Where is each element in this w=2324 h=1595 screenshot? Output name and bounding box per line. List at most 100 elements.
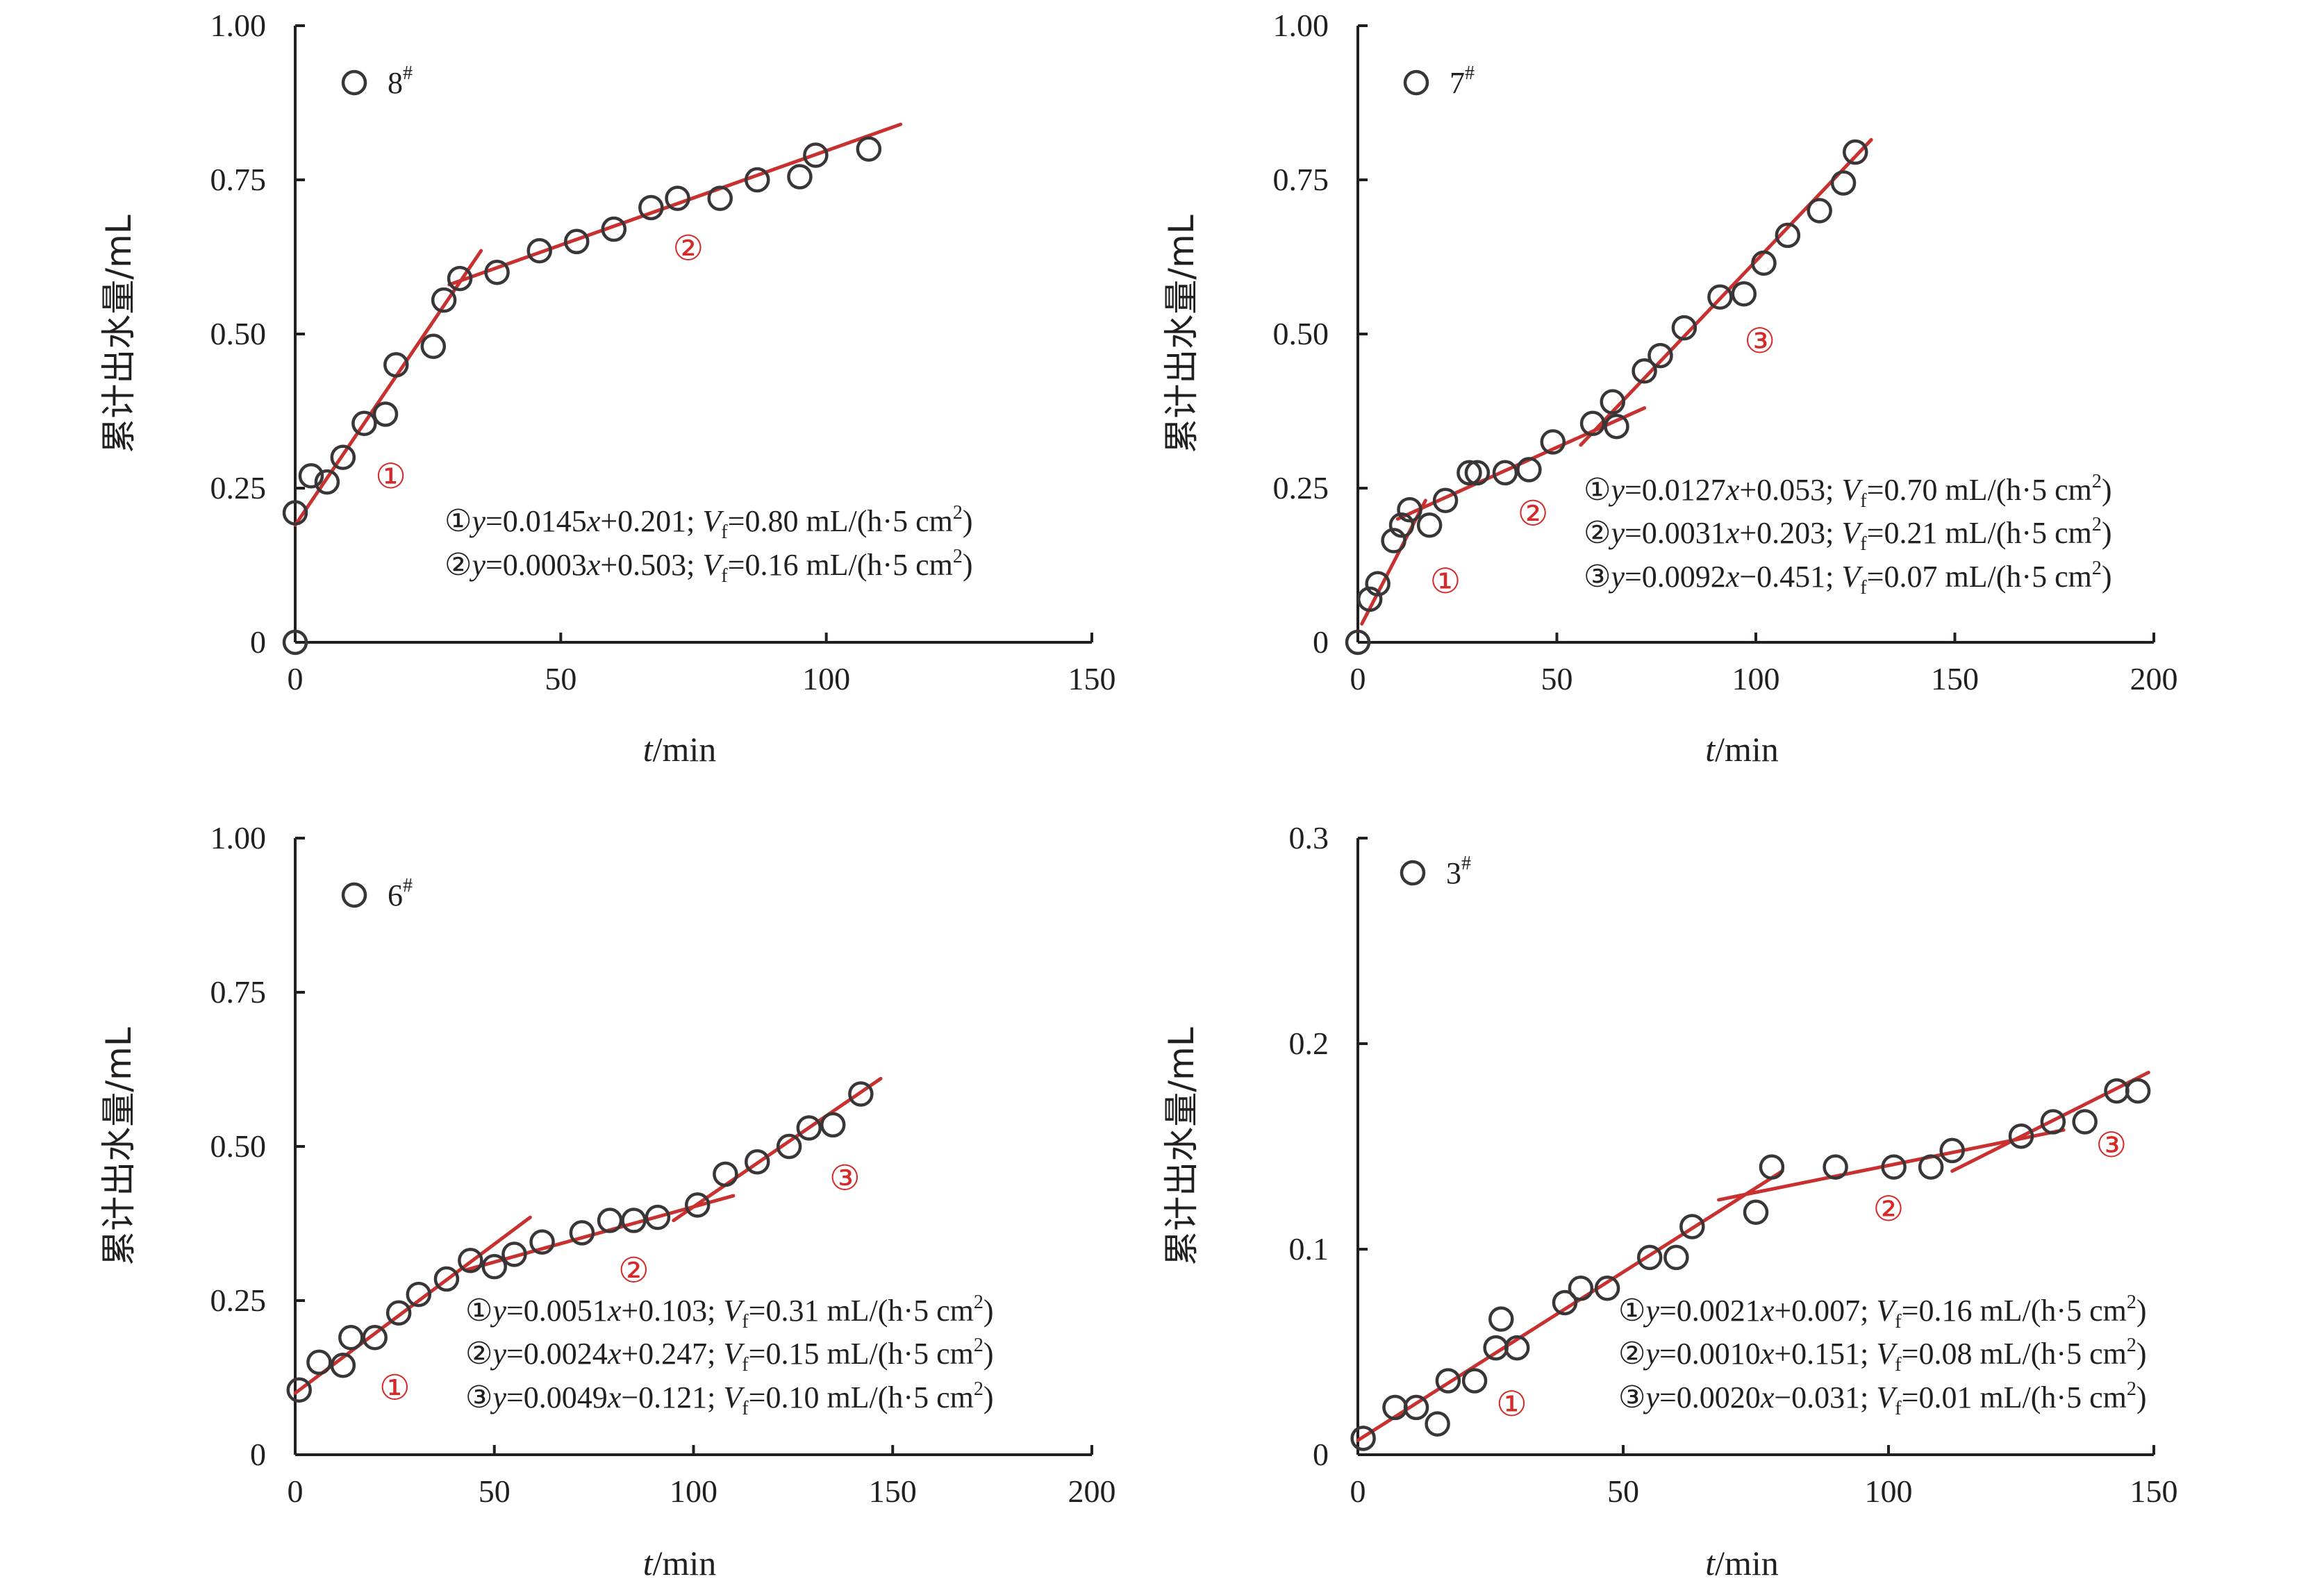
eq-vf-subscript: f: [742, 1354, 749, 1376]
eq-intercept: −0.451: [1739, 560, 1825, 594]
eq-vf-unit-sup: 2: [2092, 514, 2102, 535]
data-point: [282, 629, 308, 655]
data-point: [665, 185, 690, 211]
eq-vf-value: =0.70: [1867, 473, 1945, 507]
y-tick-label: 0.50: [210, 1128, 267, 1164]
eq-vf-unit: mL/(h·5 cm: [827, 1294, 973, 1328]
eq-vf-unit: mL/(h·5 cm: [1945, 560, 2091, 594]
x-tick-label: 150: [1931, 661, 1979, 696]
data-point: [383, 352, 409, 378]
x-tick-label: 50: [1541, 661, 1573, 696]
eq-vf-subscript: f: [742, 1398, 749, 1419]
fit-equation-number: ②: [445, 548, 472, 582]
y-tick-label: 0.25: [210, 1283, 267, 1318]
data-point: [796, 1115, 822, 1141]
eq-sep: ;: [707, 1380, 723, 1414]
y-tick-label: 0: [250, 624, 266, 660]
data-point: [420, 333, 447, 360]
eq-vf-subscript: f: [1895, 1311, 1902, 1333]
fit-equation: ②y=0.0024x+0.247; Vf=0.15 mL/(h·5 cm2): [465, 1335, 994, 1376]
chart-panel-3: 0 50 100 15000.10.20.3t/min累计出水量/mL①②③3#①y=…: [1161, 820, 2178, 1583]
eq-slope: =0.0031: [1625, 516, 1726, 550]
legend-marker: [341, 69, 367, 96]
eq-vf-symbol: V: [702, 504, 724, 538]
eq-sep: ;: [707, 1337, 723, 1371]
eq-vf-unit-close: ): [2102, 516, 2112, 550]
eq-x: x: [607, 1294, 622, 1328]
eq-vf-symbol: V: [1841, 516, 1864, 550]
data-point: [282, 500, 308, 526]
data-point: [306, 1349, 332, 1376]
data-point: [1759, 1154, 1785, 1180]
x-tick-label: 100: [670, 1473, 717, 1509]
y-axis-title: 累计出水量/mL: [99, 1027, 139, 1266]
eq-vf-unit-sup: 2: [953, 546, 963, 567]
eq-vf-symbol: V: [1841, 560, 1864, 594]
legend-marker: [1403, 69, 1429, 96]
data-point: [1671, 315, 1698, 341]
fit-equation-number: ③: [465, 1380, 492, 1414]
eq-x: x: [607, 1380, 622, 1414]
fit-equation-number: ①: [1618, 1294, 1645, 1328]
data-point: [1743, 1199, 1769, 1225]
data-point: [707, 185, 733, 211]
data-point: [1435, 1368, 1461, 1394]
data-point: [1488, 1306, 1514, 1332]
legend-label-number: 3: [1446, 856, 1461, 890]
y-tick-label: 1.00: [1273, 8, 1329, 43]
data-point: [856, 136, 882, 162]
data-point: [569, 1220, 595, 1246]
x-axis-title-var: t: [643, 1544, 654, 1583]
data-point: [447, 265, 473, 292]
eq-vf-unit-sup: 2: [974, 1335, 983, 1356]
data-point: [1751, 250, 1777, 276]
x-tick-label: 150: [2130, 1473, 2178, 1509]
data-point: [2072, 1109, 2098, 1135]
data-point: [1918, 1154, 1944, 1180]
legend-label-sup: #: [403, 62, 413, 84]
data-point: [787, 164, 813, 190]
eq-vf-unit-close: ): [963, 504, 973, 538]
eq-vf-value: =0.80: [728, 504, 806, 538]
eq-vf-symbol: V: [1841, 473, 1864, 507]
fit-equation: ①y=0.0021x+0.007; Vf=0.16 mL/(h·5 cm2): [1618, 1292, 2147, 1333]
eq-vf-value: =0.15: [749, 1337, 827, 1371]
x-tick-label: 50: [1607, 1473, 1639, 1509]
eq-vf-symbol: V: [1876, 1380, 1898, 1414]
data-point: [803, 142, 829, 168]
eq-vf-value: =0.08: [1902, 1337, 1980, 1371]
eq-vf-unit-close: ): [2102, 560, 2112, 594]
x-tick-label: 0: [1350, 1473, 1366, 1509]
eq-vf-value: =0.16: [728, 548, 806, 582]
data-point: [564, 228, 590, 255]
fit-equation: ①y=0.0051x+0.103; Vf=0.31 mL/(h·5 cm2): [465, 1292, 994, 1333]
eq-vf-symbol: V: [723, 1380, 745, 1414]
x-axis-title: t/min: [643, 1544, 717, 1583]
eq-vf-subscript: f: [1895, 1398, 1902, 1419]
eq-vf-unit: mL/(h·5 cm: [1979, 1337, 2126, 1371]
data-point: [1823, 1154, 1848, 1180]
legend-label-sup: #: [403, 875, 413, 896]
fit-line-3: [1579, 137, 1873, 447]
eq-vf-symbol: V: [723, 1294, 745, 1328]
fit-equation: ①y=0.0127x+0.053; Vf=0.70 mL/(h·5 cm2): [1584, 471, 2112, 512]
data-point: [526, 237, 552, 264]
eq-slope: =0.0021: [1659, 1294, 1761, 1328]
fit-equation-number: ②: [465, 1337, 492, 1371]
eq-vf-value: =0.01: [1902, 1380, 1980, 1414]
data-point: [1492, 460, 1518, 486]
data-point: [1456, 460, 1482, 486]
eq-vf-unit-sup: 2: [2127, 1292, 2136, 1313]
data-point: [601, 216, 627, 242]
legend-label: 6#: [388, 875, 413, 912]
data-point: [745, 1149, 770, 1175]
eq-vf-symbol: V: [1876, 1337, 1898, 1371]
legend-label-number: 6: [388, 878, 403, 912]
data-point: [1636, 1244, 1663, 1271]
eq-vf-unit-sup: 2: [974, 1378, 983, 1400]
data-point: [1504, 1335, 1530, 1361]
eq-vf-subscript: f: [1860, 490, 1867, 512]
eq-y: y: [469, 504, 485, 538]
eq-sep: ;: [1825, 473, 1841, 507]
data-point: [338, 1325, 364, 1351]
